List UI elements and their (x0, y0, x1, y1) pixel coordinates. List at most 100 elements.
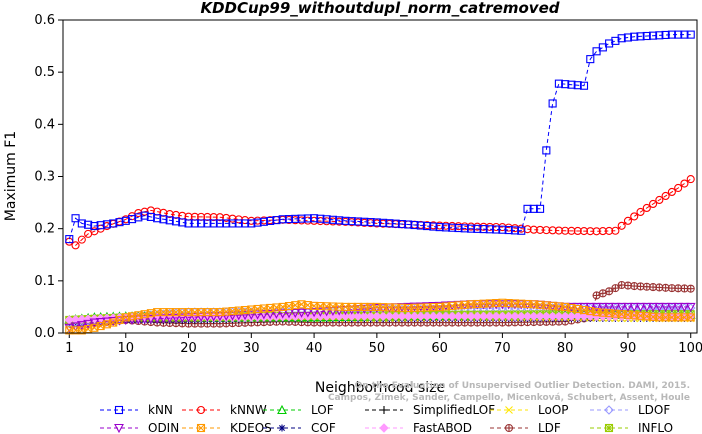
point-knn-89 (617, 34, 626, 43)
point-odin-3 (76, 321, 87, 331)
point-fastabod-47 (353, 311, 363, 322)
plot-frame (62, 19, 698, 334)
point-knnw-91 (630, 212, 639, 221)
watermark-line2: On the Evaluation of Unsupervised Outlie… (355, 381, 690, 391)
point-odin-42 (321, 307, 332, 317)
point-odin-67 (478, 300, 489, 310)
point-knnw-85 (592, 227, 601, 236)
x-tick-label-70: 70 (494, 341, 511, 356)
point-knn-47 (353, 217, 363, 226)
point-knn-9 (115, 218, 124, 227)
point-knn-68 (485, 225, 494, 234)
y-tick-label-0.5: 0.5 (34, 65, 55, 80)
point-fastabod-80 (560, 311, 570, 322)
point-fastabod-77 (541, 311, 552, 322)
point-odin-28 (233, 311, 244, 321)
point-knn-87 (605, 39, 614, 48)
point-fastabod-72 (510, 311, 520, 322)
point-odin-31 (252, 310, 263, 320)
point-knnw-92 (636, 207, 645, 217)
point-knn-34 (272, 216, 281, 225)
point-odin-40 (309, 308, 320, 318)
point-knn-76 (536, 204, 545, 213)
point-knn-30 (247, 219, 256, 228)
point-knn-51 (379, 218, 388, 227)
point-knn-71 (504, 226, 513, 235)
point-odin-19 (177, 313, 188, 323)
point-knn-44 (335, 216, 344, 225)
legend-marker-inflo (604, 423, 614, 433)
point-knn-60 (435, 223, 444, 232)
point-odin-51 (378, 303, 389, 313)
point-knn-78 (548, 99, 557, 108)
point-knn-29 (240, 219, 250, 228)
legend-marker-ldof (604, 405, 614, 415)
point-fastabod-60 (434, 311, 445, 322)
point-fastabod-81 (566, 311, 577, 322)
point-fastabod-49 (365, 311, 376, 322)
point-knn-90 (623, 33, 633, 42)
point-fastabod-78 (547, 311, 558, 322)
point-odin-10 (120, 315, 131, 326)
point-odin-88 (610, 302, 621, 313)
legend-marker-loop (505, 406, 513, 414)
point-knn-32 (259, 217, 268, 226)
x-tick-label-20: 20 (180, 341, 197, 356)
legend-label-knn: kNN (148, 403, 173, 417)
point-knn-49 (366, 218, 375, 227)
point-fastabod-66 (472, 311, 483, 322)
legend: kNN kNNW LOF SimplifiedLOF LoOP LDOF ODIN KDEOS… (100, 403, 673, 434)
point-odin-73 (516, 300, 527, 310)
point-odin-21 (189, 313, 200, 323)
point-knnw-86 (598, 227, 607, 236)
legend-item-knnw: kNNW (182, 403, 267, 417)
x-tick-label-50: 50 (369, 341, 386, 356)
point-knnw-83 (579, 227, 589, 236)
point-knn-93 (642, 31, 651, 41)
legend-label-cof: COF (311, 421, 336, 434)
x-tick-label-80: 80 (557, 341, 574, 356)
point-fastabod-62 (447, 311, 457, 322)
point-odin-18 (171, 313, 181, 324)
point-knn-5 (90, 222, 99, 231)
point-knnw-90 (623, 216, 633, 225)
point-knn-39 (303, 214, 312, 223)
legend-marker-simplifiedlof (380, 406, 388, 414)
legend-marker-odin (114, 423, 124, 434)
point-knn-16 (159, 215, 168, 224)
series-layer (64, 30, 696, 335)
point-fastabod-57 (416, 311, 426, 322)
x-tick-label-60: 60 (431, 341, 448, 356)
point-knn-11 (127, 215, 137, 224)
point-odin-95 (654, 302, 665, 313)
x-tick-label-100: 100 (678, 341, 702, 356)
point-odin-58 (422, 302, 432, 312)
point-knn-46 (347, 217, 356, 226)
point-knn-21 (190, 219, 199, 228)
point-knn-56 (410, 220, 419, 230)
point-odin-85 (591, 302, 602, 313)
point-knnw-98 (674, 183, 683, 193)
point-knn-88 (611, 36, 620, 45)
legend-marker-cof (278, 424, 286, 432)
point-fastabod-82 (573, 311, 583, 322)
point-odin-56 (409, 302, 420, 312)
x-tick-label-40: 40 (306, 341, 323, 356)
point-odin-30 (246, 310, 257, 320)
point-odin-99 (679, 302, 690, 313)
x-tick-label-90: 90 (620, 341, 637, 356)
point-knn-55 (404, 220, 413, 229)
point-knn-59 (429, 222, 438, 231)
point-knn-22 (197, 219, 206, 228)
point-knn-15 (153, 214, 162, 223)
point-knnw-94 (649, 199, 658, 209)
point-odin-14 (145, 314, 156, 325)
point-knnw-80 (561, 226, 570, 235)
point-odin-22 (196, 312, 207, 322)
point-knnw-18 (171, 210, 181, 219)
point-knnw-97 (667, 187, 676, 197)
point-fastabod-52 (384, 311, 395, 322)
legend-marker-knn (114, 405, 124, 415)
point-knn-2 (71, 214, 80, 223)
